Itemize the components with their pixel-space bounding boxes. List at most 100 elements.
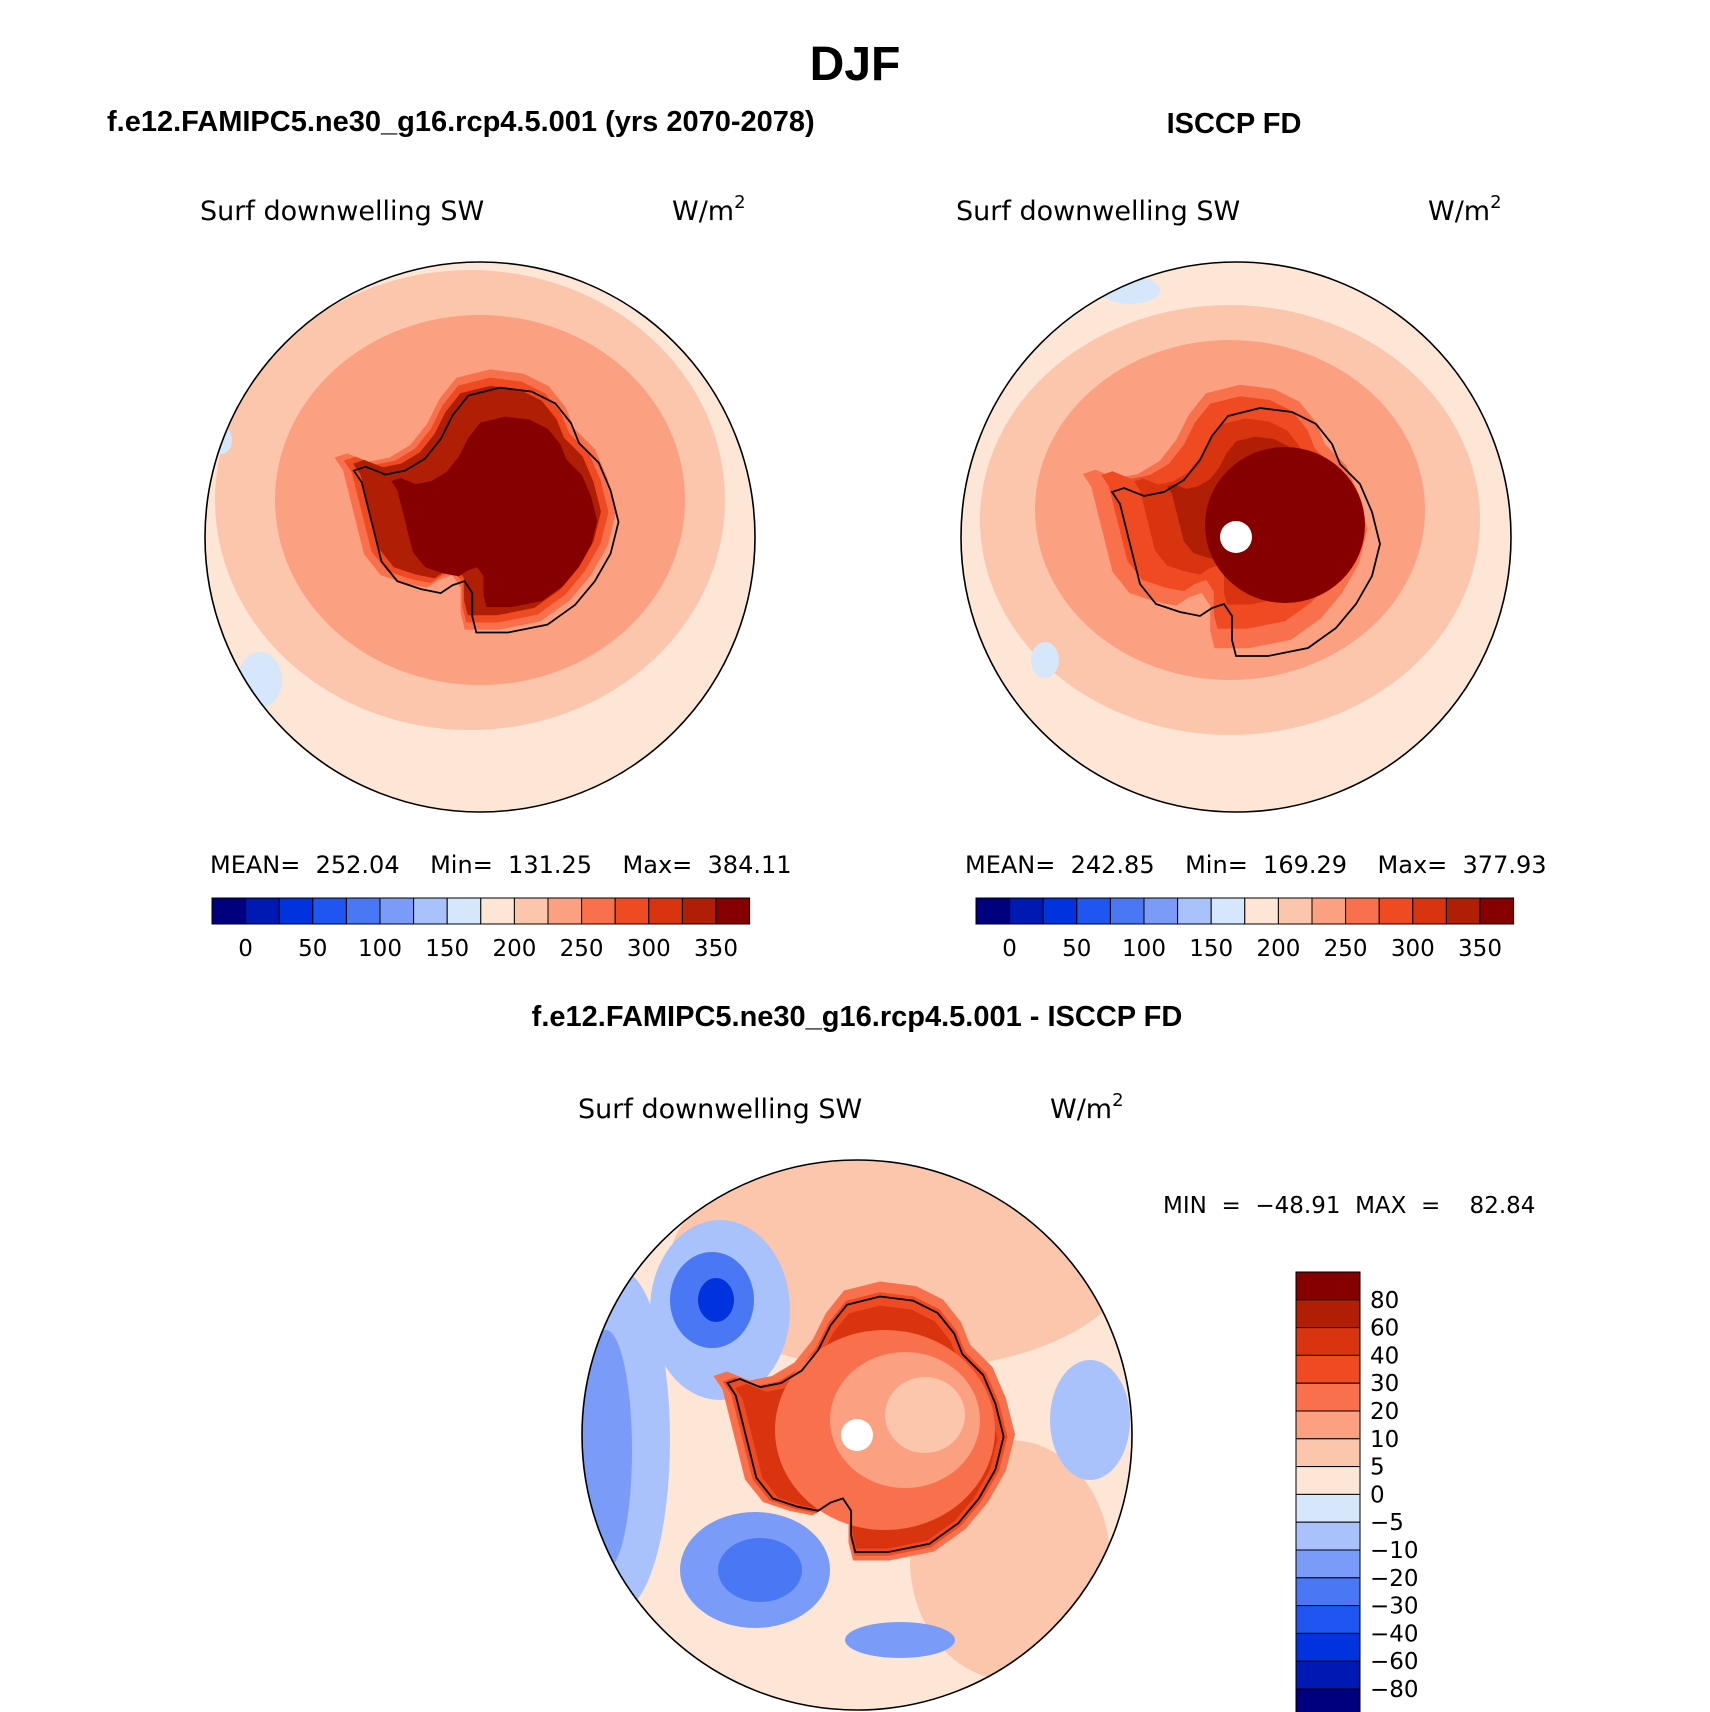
panel-b-title: ISCCP FD (1167, 108, 1302, 140)
map-boundary (204, 261, 756, 813)
colorbar-swatch (1076, 897, 1111, 925)
negative-region-south-core (718, 1538, 802, 1602)
panel-c-units-label: W/m2 (1050, 1090, 1124, 1125)
colorbar-swatch (1479, 897, 1515, 925)
plateau-fill (1205, 447, 1365, 603)
colorbar-swatch (1295, 1327, 1361, 1356)
pole-hole (841, 1419, 873, 1451)
colorbar-swatch (1295, 1577, 1361, 1607)
colorbar-swatch (345, 897, 381, 925)
colorbar-tick-label: 100 (1122, 936, 1166, 962)
colorbar-tick-label: 150 (1189, 936, 1233, 962)
colorbar-swatch (975, 897, 1011, 925)
colorbar-swatch (1295, 1466, 1361, 1495)
colorbar-swatch (1244, 897, 1279, 925)
colorbar-tick-label: 0 (238, 936, 253, 962)
colorbar-tick-label: 350 (1458, 936, 1502, 962)
colorbar-swatch (1295, 1605, 1361, 1634)
colorbar-swatch (1277, 897, 1313, 925)
panel-c-minmax: MIN = −48.91 MAX = 82.84 (1163, 1193, 1535, 1219)
colorbar-swatch (1445, 897, 1481, 925)
colorbar-tick-label: −20 (1370, 1566, 1419, 1592)
colorbar-tick-label: 50 (298, 936, 327, 962)
colorbar-swatch (1295, 1438, 1361, 1468)
colorbar-swatch (245, 897, 280, 925)
colorbar-swatch (715, 897, 751, 925)
colorbar-tick-label: −30 (1370, 1594, 1419, 1620)
panel-b-units-label: W/m2 (1428, 192, 1502, 227)
panel-c-map (581, 1159, 1133, 1711)
colorbar-swatch (1295, 1660, 1361, 1690)
season-title: DJF (810, 38, 901, 91)
colorbar-tick-label: −5 (1370, 1510, 1404, 1536)
colorbar-swatch (547, 897, 583, 925)
colorbar-swatch (1295, 1549, 1361, 1579)
map-boundary (581, 1159, 1133, 1711)
low-value-patch (1031, 642, 1059, 678)
colorbar-tick-label: 60 (1370, 1316, 1399, 1342)
colorbar-swatch (1295, 1521, 1361, 1551)
colorbar-swatch (1378, 897, 1414, 925)
colorbar-swatch (1295, 1632, 1361, 1662)
colorbar-tick-label: 10 (1370, 1427, 1399, 1453)
colorbar-tick-label: 5 (1370, 1455, 1385, 1481)
colorbar-swatch (278, 897, 314, 925)
colorbar-swatch (480, 897, 515, 925)
colorbar-swatch (648, 897, 683, 925)
colorbar-swatch (614, 897, 650, 925)
panel-a-colorbar: 0 50 100 150 200 250 300 350 (211, 897, 751, 962)
colorbar-tick-label: 250 (1324, 936, 1368, 962)
colorbar-tick-label: 150 (425, 936, 469, 962)
colorbar-swatch (1210, 897, 1246, 925)
colorbar-swatch (1143, 897, 1179, 925)
colorbar-swatch (1295, 1688, 1361, 1712)
colorbar-swatch (1295, 1493, 1361, 1523)
colorbar-tick-label: 300 (627, 936, 671, 962)
map-boundary (960, 261, 1512, 813)
colorbar-swatch (1177, 897, 1212, 925)
colorbar-swatch (1009, 897, 1044, 925)
panel-c-variable-label: Surf downwelling SW (578, 1094, 862, 1125)
colorbar-swatch (1109, 897, 1145, 925)
panel-a-title: f.e12.FAMIPC5.ne30_g16.rcp4.5.001 (yrs 2… (107, 106, 815, 138)
colorbar-swatch (413, 897, 448, 925)
panel-a-units-label: W/m2 (672, 192, 746, 227)
negative-region-east (1050, 1360, 1130, 1480)
colorbar-tick-label: −60 (1370, 1649, 1419, 1675)
panel-b-variable-label: Surf downwelling SW (956, 196, 1240, 227)
colorbar-tick-label: 80 (1370, 1288, 1399, 1314)
colorbar-swatch (681, 897, 717, 925)
colorbar-tick-label: 350 (694, 936, 738, 962)
colorbar-swatch (1345, 897, 1380, 925)
panel-b-stats: MEAN= 242.85 Min= 169.29 Max= 377.93 (965, 851, 1547, 879)
negative-region-northwest-min (698, 1278, 734, 1322)
colorbar-swatch (1295, 1271, 1361, 1301)
panel-a-stats: MEAN= 252.04 Min= 131.25 Max= 384.11 (210, 851, 792, 879)
colorbar-swatch (1295, 1382, 1361, 1412)
colorbar-swatch (446, 897, 482, 925)
colorbar-swatch (513, 897, 549, 925)
panel-a-variable-label: Surf downwelling SW (200, 196, 484, 227)
colorbar-tick-label: 200 (492, 936, 536, 962)
colorbar-swatch (379, 897, 415, 925)
panel-c-title: f.e12.FAMIPC5.ne30_g16.rcp4.5.001 - ISCC… (532, 1001, 1183, 1033)
colorbar-swatch (1412, 897, 1447, 925)
colorbar-tick-label: 200 (1256, 936, 1300, 962)
colorbar-tick-label: −10 (1370, 1538, 1419, 1564)
panel-b-map (960, 261, 1512, 813)
pole-hole (1220, 521, 1252, 553)
low-value-patch (1100, 276, 1160, 304)
colorbar-swatch (1295, 1354, 1361, 1384)
colorbar-tick-label: 50 (1062, 936, 1091, 962)
colorbar-tick-label: −80 (1370, 1677, 1419, 1703)
colorbar-swatch (581, 897, 616, 925)
colorbar-swatch (1311, 897, 1347, 925)
colorbar-tick-label: 0 (1370, 1482, 1385, 1508)
colorbar-tick-label: −40 (1370, 1621, 1419, 1647)
colorbar-tick-label: 300 (1391, 936, 1435, 962)
colorbar-swatch (1295, 1410, 1361, 1440)
plateau-diff-core (885, 1377, 965, 1453)
colorbar-swatch (211, 897, 247, 925)
